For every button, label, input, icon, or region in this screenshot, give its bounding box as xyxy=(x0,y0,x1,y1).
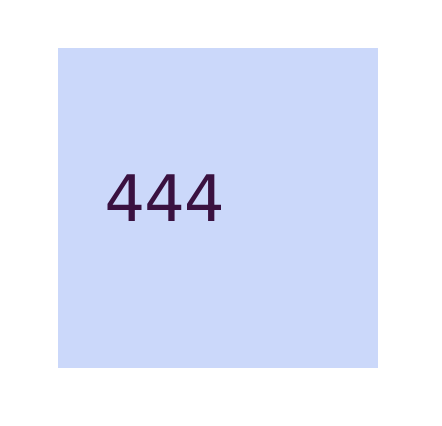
number-tile-text-wrap: 444 xyxy=(58,0,270,426)
number-tile[interactable] xyxy=(58,48,378,368)
number-tile-value: 444 xyxy=(104,163,224,237)
